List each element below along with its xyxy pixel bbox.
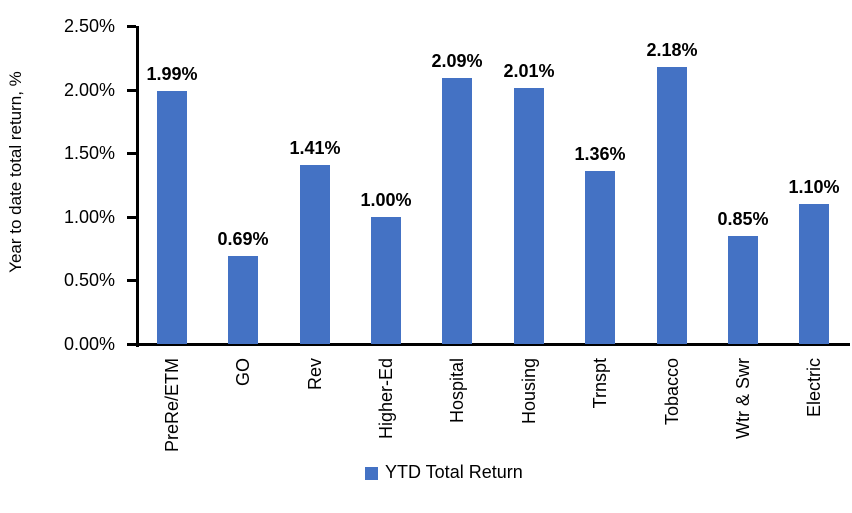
y-tick-mark [127, 343, 136, 346]
x-axis-label: PreRe/ETM [162, 358, 182, 453]
y-tick-mark [127, 216, 136, 219]
bar-go [228, 256, 258, 344]
x-axis-label: Wtr & Swr [733, 358, 753, 439]
bar-housing [514, 88, 544, 344]
y-tick-mark [127, 279, 136, 282]
x-axis-label: Higher-Ed [376, 358, 396, 440]
bar-value-label: 2.09% [431, 51, 483, 71]
y-tick-mark [127, 25, 136, 28]
x-axis-label: Rev [305, 358, 325, 391]
bar-tobacco [657, 67, 687, 344]
bar-value-label: 1.36% [574, 144, 626, 164]
bar-value-label: 0.85% [717, 209, 769, 229]
y-tick-label: 1.50% [63, 143, 115, 163]
y-tick-label: 2.50% [63, 16, 115, 36]
bar-value-label: 1.10% [788, 177, 840, 197]
bar-value-label: 0.69% [217, 229, 269, 249]
legend: YTD Total Return [365, 462, 523, 483]
y-axis-line [136, 26, 139, 347]
x-axis-label: Housing [519, 358, 539, 425]
x-axis-label: Trnspt [590, 358, 610, 409]
bar-electric [799, 204, 829, 344]
x-axis-label: GO [233, 358, 253, 387]
y-axis-title: Year to date total return, % [6, 71, 25, 273]
bar-higher-ed [371, 217, 401, 344]
y-tick-mark [127, 89, 136, 92]
bar-value-label: 2.18% [646, 40, 698, 60]
y-tick-label: 1.00% [63, 207, 115, 227]
y-tick-label: 0.50% [63, 270, 115, 290]
legend-label: YTD Total Return [385, 462, 523, 482]
bar-value-label: 1.41% [289, 138, 341, 158]
bar-prere-etm [157, 91, 187, 344]
legend-swatch-icon [365, 467, 378, 480]
bar-value-label: 1.00% [360, 190, 412, 210]
y-tick-label: 0.00% [63, 334, 115, 354]
bar-value-label: 2.01% [503, 61, 555, 81]
x-axis-line [136, 343, 850, 346]
x-axis-label: Hospital [447, 358, 467, 424]
bar-trnspt [585, 171, 615, 344]
x-axis-label: Tobacco [662, 358, 682, 426]
bar-hospital [442, 78, 472, 344]
x-axis-label: Electric [804, 358, 824, 418]
bar-value-label: 1.99% [146, 64, 198, 84]
bar-wtr-swr [728, 236, 758, 344]
y-tick-mark [127, 152, 136, 155]
bar-rev [300, 165, 330, 344]
y-tick-label: 2.00% [63, 80, 115, 100]
